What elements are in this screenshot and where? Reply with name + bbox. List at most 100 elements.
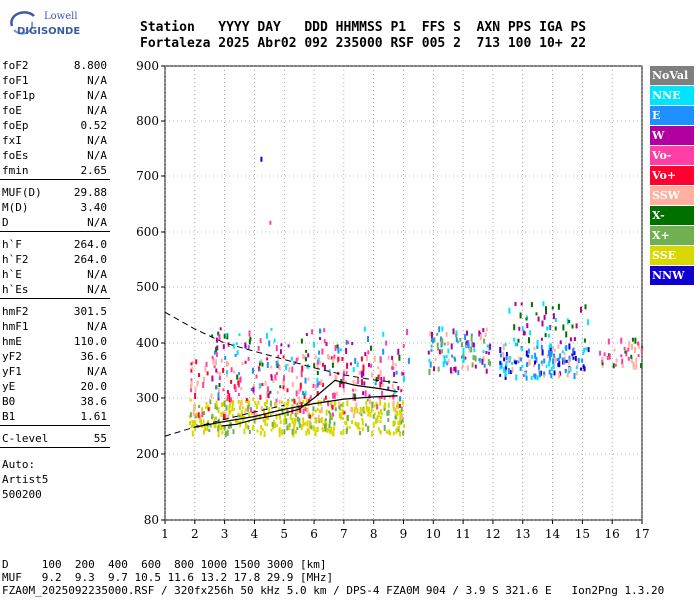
echo-point <box>627 356 630 361</box>
echo-point <box>198 405 201 409</box>
echo-point <box>191 430 194 437</box>
echo-point <box>519 366 522 371</box>
param-value: N/A <box>87 283 107 296</box>
echo-point <box>544 333 547 338</box>
param-row: foF1 N/A <box>0 73 110 88</box>
echo-point <box>222 344 225 350</box>
echo-point <box>483 363 486 368</box>
param-separator <box>0 231 110 235</box>
param-row: h`Es N/A <box>0 282 110 297</box>
echo-point <box>354 357 357 364</box>
echo-point <box>217 392 220 399</box>
echo-point <box>583 347 586 353</box>
param-value: 264.0 <box>73 253 107 266</box>
echo-point <box>306 407 309 414</box>
echo-point <box>352 388 355 392</box>
muf-curve-lower <box>164 404 285 437</box>
echo-point <box>540 344 543 350</box>
echo-point <box>528 359 531 366</box>
echo-point <box>428 359 431 363</box>
echo-point <box>584 304 587 310</box>
param-value: N/A <box>87 268 107 281</box>
echo-point <box>282 382 285 388</box>
echo-point <box>322 382 324 387</box>
echo-point <box>371 372 374 378</box>
echo-point <box>547 333 550 338</box>
echo-point <box>264 419 267 426</box>
echo-point <box>343 411 346 415</box>
echo-point <box>503 367 506 374</box>
echo-point <box>381 383 384 387</box>
echo-point <box>397 348 400 355</box>
echo-point <box>511 367 514 374</box>
echo-point <box>285 418 288 425</box>
echo-point <box>345 428 348 434</box>
echo-point <box>293 398 296 404</box>
echo-point <box>324 426 327 432</box>
echo-point <box>376 404 379 410</box>
param-row: D N/A <box>0 215 110 230</box>
echo-point <box>324 423 327 428</box>
param-row: foF2 8.800 <box>0 58 110 73</box>
echo-point <box>525 350 528 357</box>
echo-point <box>484 333 487 337</box>
echo-point <box>270 327 273 331</box>
echo-point <box>331 362 334 368</box>
echo-point <box>210 393 213 399</box>
echo-point <box>429 361 432 368</box>
echo-point <box>296 416 299 422</box>
x-tick-label: 3 <box>221 527 229 541</box>
echo-point <box>363 326 366 332</box>
echo-point <box>306 428 309 433</box>
param-row: foEs N/A <box>0 148 110 163</box>
echo-point <box>569 337 572 342</box>
echo-point <box>568 369 571 374</box>
echo-point <box>248 330 251 337</box>
echo-point <box>202 419 205 424</box>
param-value: 20.0 <box>80 380 108 393</box>
echo-point <box>312 383 315 388</box>
echo-point <box>204 424 207 430</box>
echo-point <box>393 371 396 377</box>
file-info-row: FZA0M_2025092235000.RSF / 320fx256h 50 k… <box>2 584 665 597</box>
echo-point <box>380 409 382 414</box>
echo-point <box>189 412 192 418</box>
echo-point <box>259 394 262 400</box>
param-row: MUF(D) 29.88 <box>0 185 110 200</box>
echo-point <box>325 342 328 347</box>
echo-point <box>640 347 643 353</box>
echo-point <box>314 384 317 391</box>
echo-point <box>516 343 519 347</box>
echo-point <box>438 326 441 333</box>
echo-point <box>388 380 391 384</box>
echo-point <box>298 396 301 401</box>
echo-point <box>324 419 327 426</box>
param-row: h`E N/A <box>0 267 110 282</box>
echo-point <box>297 405 300 409</box>
echo-point <box>201 424 204 428</box>
echo-point <box>220 412 223 418</box>
echo-point <box>545 364 548 368</box>
echo-point <box>262 418 265 423</box>
echo-point <box>482 328 485 333</box>
echo-point <box>341 402 344 408</box>
logo-swirl-icon: Lowell DIGISONDE <box>10 11 80 37</box>
echo-point <box>447 348 450 354</box>
echo-point <box>623 347 626 351</box>
echo-point <box>564 368 567 373</box>
x-tick-label: 17 <box>634 527 649 541</box>
echo-point <box>400 420 403 425</box>
echo-point <box>441 326 444 332</box>
station-header: Station YYYY DAY DDD HHMMSS P1 FFS S AXN… <box>140 20 586 52</box>
echo-point <box>520 302 523 306</box>
echo-point <box>401 371 404 376</box>
echo-point <box>287 400 290 404</box>
echo-point <box>303 406 306 412</box>
param-row: C-level 55 <box>0 431 110 446</box>
param-key: h`Es <box>2 283 29 296</box>
param-value: N/A <box>87 320 107 333</box>
echo-point <box>508 307 511 314</box>
echo-point <box>223 400 226 407</box>
echo-point <box>248 430 251 434</box>
echo-point <box>354 407 357 411</box>
